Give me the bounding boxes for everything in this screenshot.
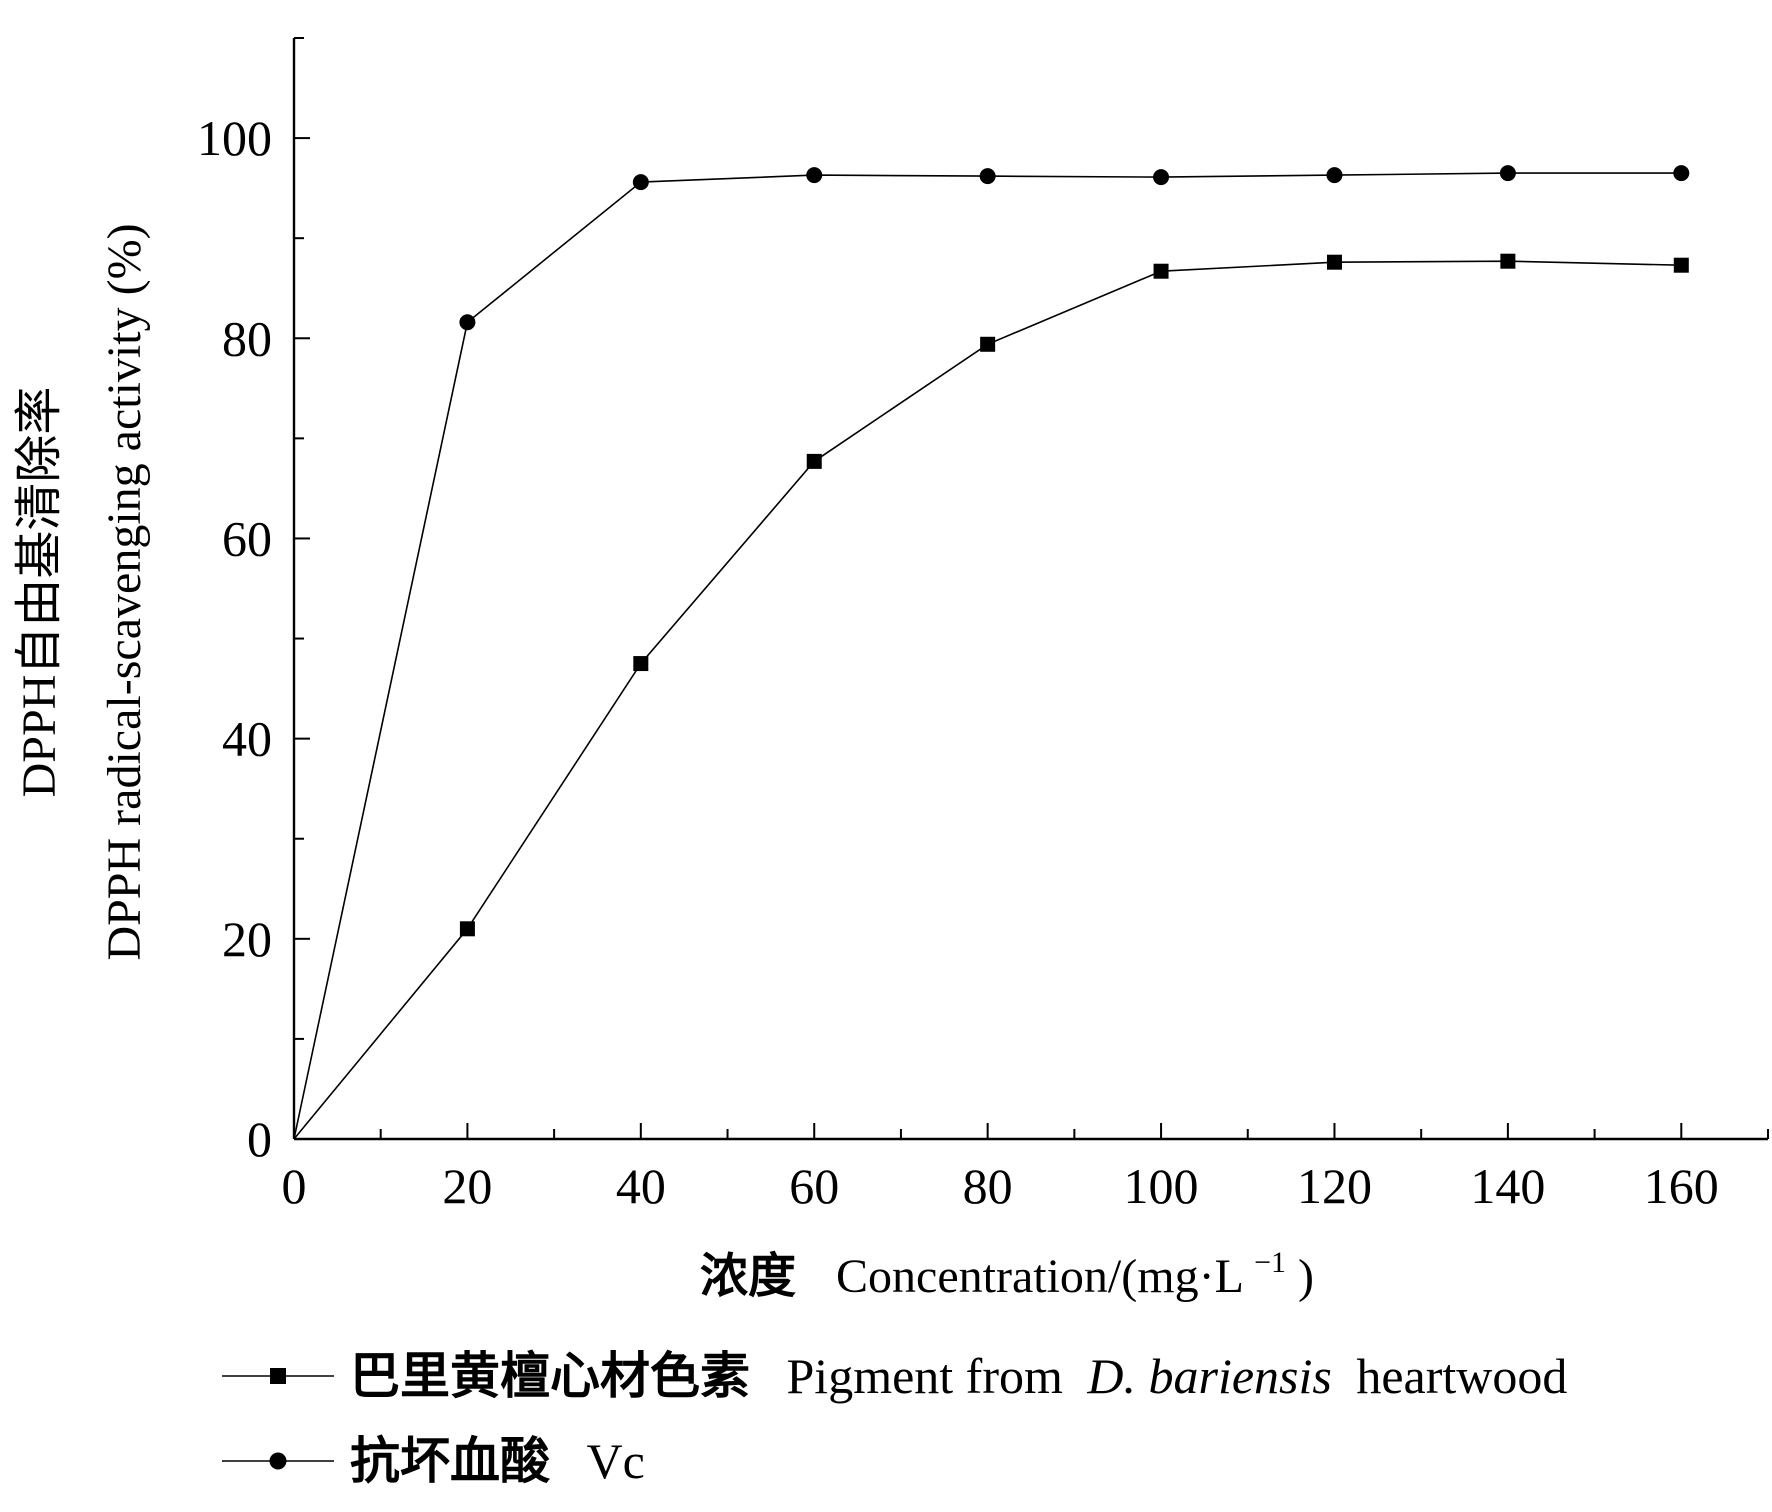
data-point-pigment [1673,257,1689,273]
x-tick-label: 40 [616,1158,666,1214]
x-axis-title-cn: 浓度 [700,1248,796,1304]
x-tick-label: 60 [789,1158,839,1214]
legend-item-pigment: 巴里黄檀心材色素 Pigment from D. bariensis heart… [222,1347,1567,1405]
data-point-pigment [633,656,649,672]
axes [292,38,1768,1141]
x-axis-title: 浓度 Concentration/(mg·L −1 ) [700,1230,1314,1304]
legend-label-vc: 抗坏血酸 Vc [350,1432,645,1490]
data-point-pigment [806,453,822,469]
data-markers [459,165,1690,937]
x-tick-label: 20 [442,1158,492,1214]
y-tick-label: 80 [222,310,272,366]
legend-label-pigment-cn: 巴里黄檀心材色素 [350,1347,750,1405]
y-axis-title-line2: DPPH radical-scavenging activity (%) [98,223,151,960]
x-tick-label: 100 [1124,1158,1199,1214]
legend-label-pigment: 巴里黄檀心材色素 Pigment from D. bariensis heart… [350,1347,1567,1405]
data-point-pigment [1500,253,1516,269]
data-point-vc [1499,165,1516,182]
x-tick-label: 140 [1470,1158,1545,1214]
tick-marks [293,37,1769,1140]
y-tick-label: 0 [247,1111,272,1167]
data-point-vc [632,174,649,191]
y-tick-label: 40 [222,711,272,767]
data-point-vc [1153,169,1170,186]
data-point-pigment [1153,263,1169,279]
x-tick-label: 160 [1644,1158,1719,1214]
legend: 巴里黄檀心材色素 Pigment from D. bariensis heart… [222,1347,1567,1490]
x-axis-title-sup: −1 [1254,1246,1286,1279]
data-point-vc [806,167,823,184]
x-axis-title-en: Concentration/(mg·L [836,1250,1242,1303]
series-line-vc [293,172,1682,1140]
tick-labels: 0 20 40 60 80 100 0 20 40 60 80 100 120 140 160 [197,110,1719,1214]
data-point-vc [979,168,996,185]
legend-item-vc: 抗坏血酸 Vc [222,1432,645,1490]
legend-label-vc-cn: 抗坏血酸 [350,1432,551,1490]
legend-label-pigment-en-prefix: Pigment from [787,1348,1063,1404]
legend-label-pigment-en-suffix: heartwood [1356,1348,1567,1404]
y-tick-label: 20 [222,911,272,967]
y-tick-label: 60 [222,510,272,566]
x-tick-label: 120 [1297,1158,1372,1214]
data-point-pigment [1326,254,1342,270]
legend-marker-circle [269,1452,287,1470]
legend-marker-square [270,1368,286,1384]
data-point-pigment [980,336,996,352]
data-point-pigment [459,921,475,937]
series-line-pigment [293,260,1682,1140]
series-lines [293,172,1682,1140]
data-point-vc [459,314,476,331]
data-point-vc [1673,165,1690,182]
y-tick-label: 100 [197,110,272,166]
data-point-vc [1326,167,1343,184]
y-axis-title-line1: DPPH自由基清除率 [13,387,66,798]
x-tick-label: 0 [282,1158,307,1214]
legend-label-pigment-en-italic: D. bariensis [1086,1348,1331,1404]
x-tick-label: 80 [963,1158,1013,1214]
x-axis-title-close: ) [1298,1250,1314,1303]
legend-label-vc-en: Vc [587,1433,645,1489]
